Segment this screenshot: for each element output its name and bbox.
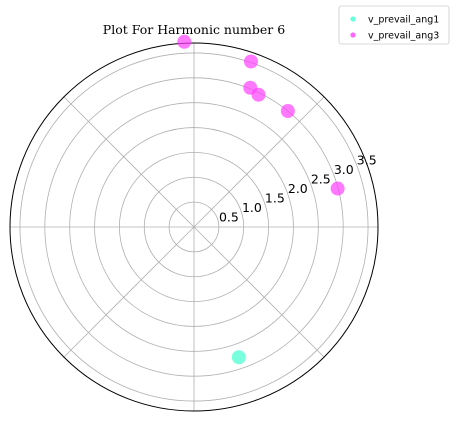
angular-gridline-7 bbox=[193, 226, 325, 358]
r-tick-label: 1.5 bbox=[265, 190, 285, 205]
legend-label-1: v_prevail_ang3 bbox=[368, 31, 439, 42]
r-tick-label: 1.0 bbox=[242, 200, 262, 215]
r-tick-label: 2.5 bbox=[311, 171, 331, 186]
data-point-v_prevail_ang3-5 bbox=[330, 181, 345, 196]
angular-gridline-3 bbox=[63, 96, 195, 228]
data-point-v_prevail_ang3-1 bbox=[243, 54, 258, 69]
angular-gridline-1 bbox=[193, 96, 325, 228]
legend: v_prevail_ang1 v_prevail_ang3 bbox=[338, 5, 450, 45]
chart-title: Plot For Harmonic number 6 bbox=[103, 22, 285, 37]
polar-frame bbox=[9, 42, 379, 412]
data-point-v_prevail_ang3-0 bbox=[177, 34, 192, 49]
data-point-v_prevail_ang3-3 bbox=[243, 80, 258, 95]
radial-tick-labels: 0.51.01.52.02.53.03.5 bbox=[219, 152, 377, 224]
data-point-v_prevail_ang1-0 bbox=[231, 350, 246, 365]
legend-box bbox=[338, 5, 450, 45]
data-points bbox=[177, 34, 345, 365]
r-tick-label: 2.0 bbox=[288, 181, 308, 196]
r-tick-label: 3.0 bbox=[334, 162, 354, 177]
legend-marker-0 bbox=[350, 16, 356, 22]
data-point-v_prevail_ang3-4 bbox=[280, 104, 295, 119]
grid-layer bbox=[10, 43, 378, 411]
legend-marker-1 bbox=[350, 32, 356, 38]
r-tick-label: 3.5 bbox=[357, 152, 377, 167]
angular-gridline-5 bbox=[63, 226, 195, 358]
legend-label-0: v_prevail_ang1 bbox=[368, 15, 439, 26]
r-tick-label: 0.5 bbox=[219, 209, 239, 224]
